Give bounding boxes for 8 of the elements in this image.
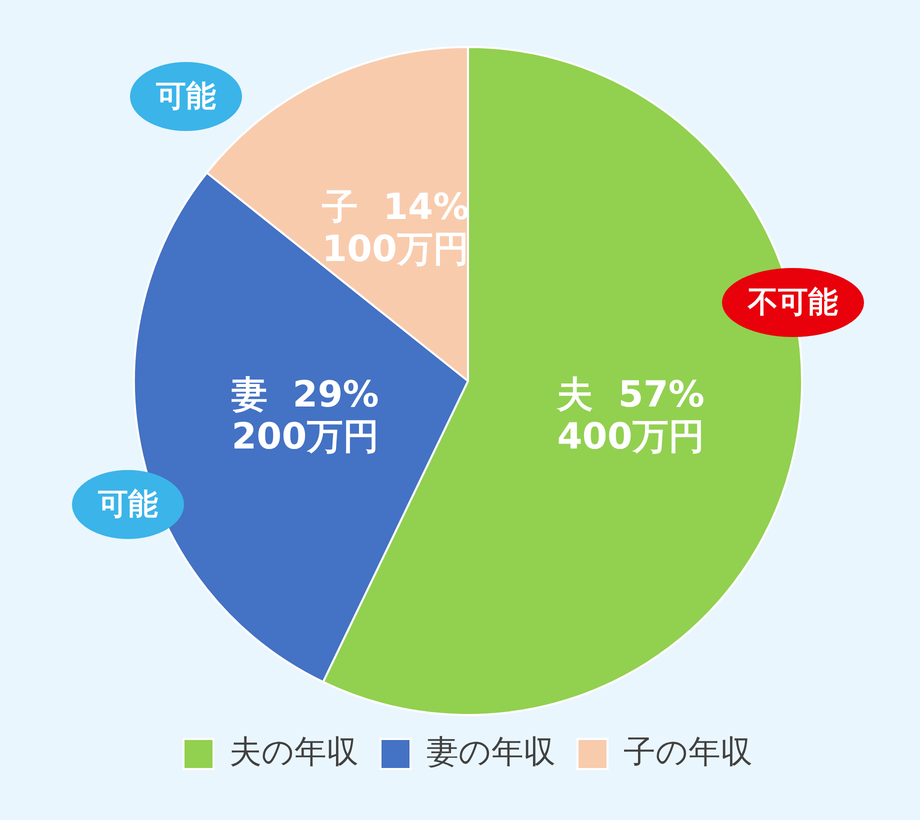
legend-label: 妻の年収 xyxy=(426,732,556,770)
legend-label: 夫の年収 xyxy=(230,732,358,770)
legend-label: 子の年収 xyxy=(624,732,752,770)
data-label: 子 14% 100万円 xyxy=(322,186,470,270)
data-label: 妻 29% 200万円 xyxy=(230,374,379,458)
speech-bubble: 可能 xyxy=(130,62,242,131)
data-label: 夫 57% 400万円 xyxy=(556,374,704,458)
speech-bubble: 可能 xyxy=(72,470,184,539)
